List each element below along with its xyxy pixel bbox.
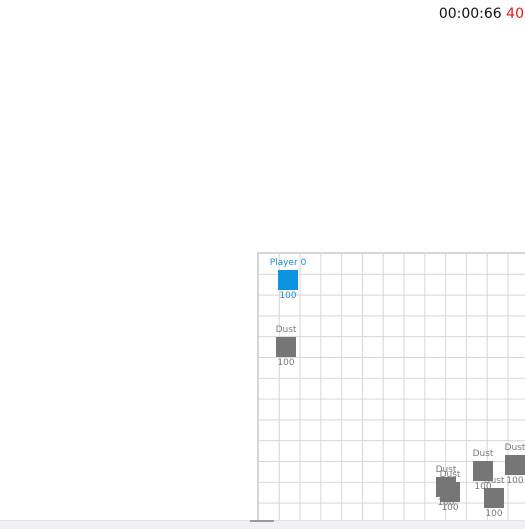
player-hp-label: 100	[279, 291, 297, 301]
player-entity: Player 0 100	[258, 258, 318, 302]
dust-name-label: Dust	[472, 449, 494, 459]
dust-name-label: Dust	[435, 465, 457, 475]
game-grid[interactable]	[257, 252, 525, 522]
dust-entity: Dust 100	[453, 449, 513, 493]
timer-display: 00:00:66	[438, 6, 502, 22]
dust-name-label: Dust	[483, 476, 505, 486]
fps-counter: 40	[506, 6, 524, 22]
dust-name-label: Dust	[439, 470, 461, 480]
dust-name-label: Dust	[275, 325, 297, 335]
dust-square	[276, 337, 296, 357]
dust-hp-label: 100	[485, 509, 503, 519]
dust-entity: Dust 100	[256, 325, 316, 369]
dust-hp-label: 100	[277, 358, 295, 368]
dust-hp-label: 100	[506, 476, 524, 486]
dust-square	[505, 455, 525, 475]
player-name-label: Player 0	[269, 258, 307, 268]
dust-square	[484, 488, 504, 508]
dust-hp-label: 100	[441, 503, 459, 513]
dust-entity: Dust 100	[420, 470, 480, 514]
dust-square	[440, 482, 460, 502]
dust-square	[473, 461, 493, 481]
player-square	[278, 270, 298, 290]
dust-hp-label: 100	[437, 498, 455, 508]
dust-entity: Dust 100	[464, 476, 524, 520]
hud: 00:00:66 40	[439, 5, 524, 23]
dust-name-label: Dust	[504, 443, 525, 453]
dust-hp-label: 100	[474, 482, 492, 492]
dust-entity: Dust 100	[485, 443, 525, 487]
scroll-handle[interactable]	[250, 520, 274, 522]
bottom-bar	[0, 520, 525, 529]
